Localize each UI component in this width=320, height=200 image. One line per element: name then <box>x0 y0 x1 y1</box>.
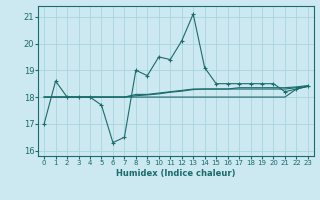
X-axis label: Humidex (Indice chaleur): Humidex (Indice chaleur) <box>116 169 236 178</box>
